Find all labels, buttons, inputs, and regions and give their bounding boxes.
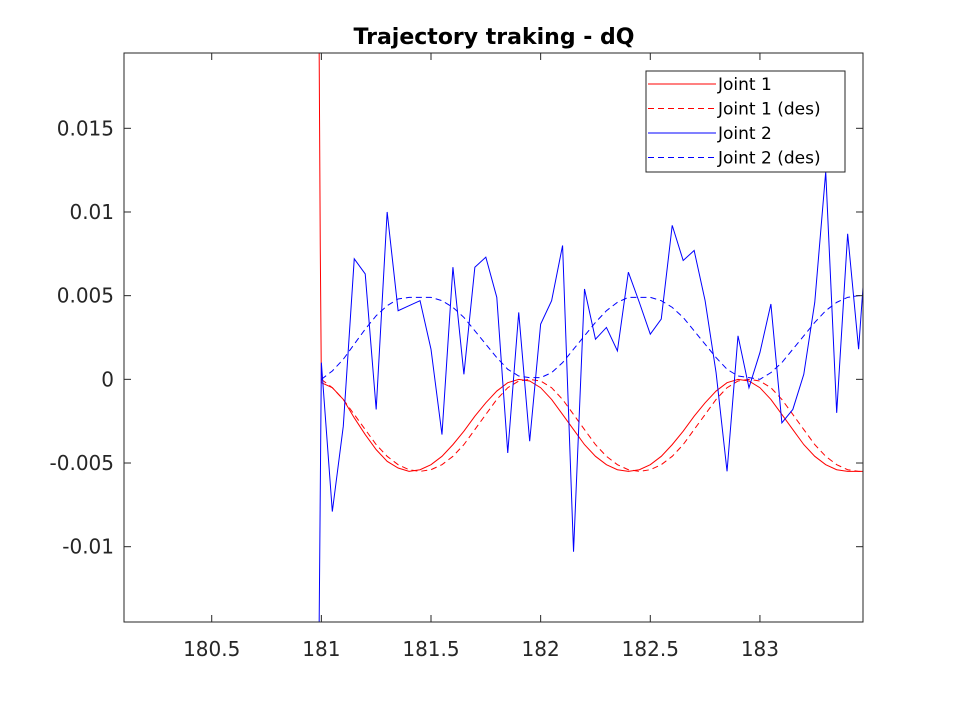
legend-label-2: Joint 1 (des) — [717, 100, 821, 120]
series-line-1 — [318, 53, 863, 472]
x-tick-label: 181 — [302, 637, 340, 661]
x-tick-label: 181.5 — [402, 637, 459, 661]
y-tick-label: 0.01 — [69, 200, 114, 224]
y-tick-label: -0.01 — [62, 535, 114, 559]
series-line-4 — [321, 295, 863, 380]
axes-box — [123, 52, 864, 623]
x-tick-label: 182.5 — [622, 637, 679, 661]
x-tick-label: 183 — [741, 637, 779, 661]
legend-label-1: Joint 1 — [717, 75, 772, 95]
y-tick-label: 0.005 — [57, 284, 114, 308]
series-line-2 — [321, 378, 863, 472]
chart-title: Trajectory traking - dQ — [354, 25, 635, 50]
y-axis: -0.01 -0.005 0 0.005 0.01 0.015 — [50, 116, 863, 559]
plot-area — [318, 53, 863, 622]
legend: Joint 1 Joint 1 (des) Joint 2 Joint 2 (des) — [645, 70, 846, 173]
x-tick-label: 180.5 — [183, 637, 240, 661]
y-tick-label: 0.015 — [57, 116, 114, 140]
series-line-3 — [318, 171, 863, 622]
x-tick-label: 182 — [522, 637, 560, 661]
legend-label-3: Joint 2 — [717, 124, 772, 144]
legend-label-4: Joint 2 (des) — [717, 149, 821, 169]
x-axis: 180.5 181 181.5 182 182.5 183 — [183, 53, 779, 661]
y-tick-label: 0 — [101, 367, 114, 391]
y-tick-label: -0.005 — [50, 451, 114, 475]
legend-box — [645, 70, 846, 173]
